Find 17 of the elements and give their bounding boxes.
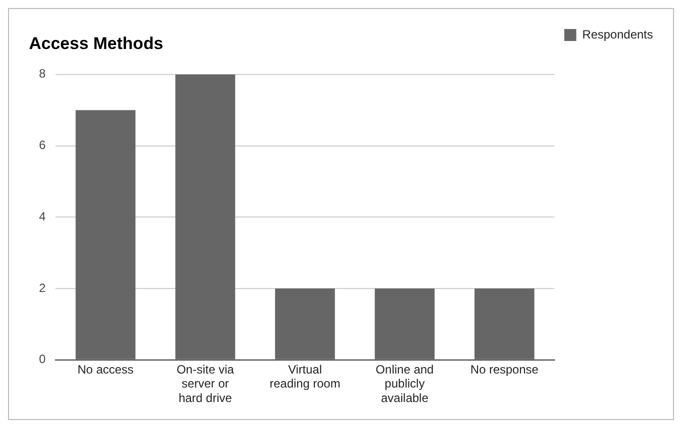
y-tick-label: 4 bbox=[38, 209, 46, 224]
x-tick-label: Virtual reading room bbox=[270, 362, 340, 391]
y-tick-label: 6 bbox=[38, 138, 46, 152]
chart-title: Access Methods bbox=[29, 34, 164, 53]
y-tick-label: 2 bbox=[38, 280, 46, 295]
bar bbox=[175, 74, 236, 360]
bar bbox=[76, 110, 136, 360]
x-tick-label: On-site via server or hard drive bbox=[176, 362, 234, 406]
bar bbox=[275, 288, 335, 360]
x-tick-label: Online and publicly available bbox=[376, 362, 434, 406]
y-tick-label: 0 bbox=[38, 352, 46, 366]
bar bbox=[374, 288, 435, 360]
x-tick-label: No access bbox=[78, 362, 134, 376]
y-tick-label: 8 bbox=[38, 66, 46, 81]
bar bbox=[474, 288, 534, 360]
legend-label: Respondents bbox=[582, 27, 653, 42]
x-tick-label: No response bbox=[470, 362, 539, 376]
